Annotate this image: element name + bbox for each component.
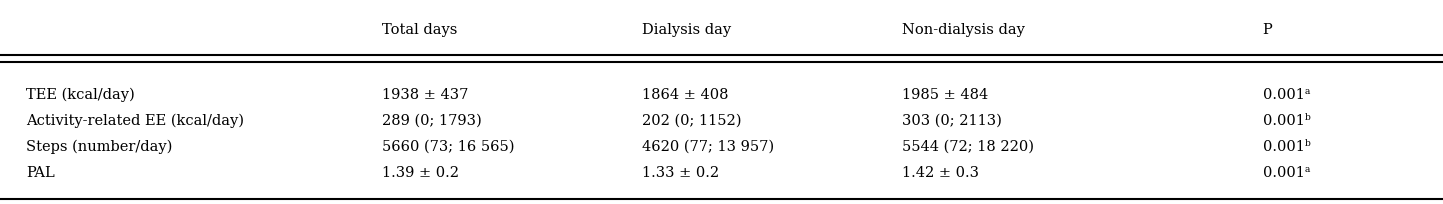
Text: Dialysis day: Dialysis day <box>642 23 732 37</box>
Text: Activity-related EE (kcal/day): Activity-related EE (kcal/day) <box>26 114 244 128</box>
Text: 0.001ᵃ: 0.001ᵃ <box>1263 166 1310 180</box>
Text: 303 (0; 2113): 303 (0; 2113) <box>902 114 1001 128</box>
Text: 1985 ± 484: 1985 ± 484 <box>902 88 988 102</box>
Text: 0.001ᵇ: 0.001ᵇ <box>1263 140 1310 154</box>
Text: PAL: PAL <box>26 166 55 180</box>
Text: 1864 ± 408: 1864 ± 408 <box>642 88 729 102</box>
Text: 1.39 ± 0.2: 1.39 ± 0.2 <box>382 166 459 180</box>
Text: 5660 (73; 16 565): 5660 (73; 16 565) <box>382 140 515 154</box>
Text: 289 (0; 1793): 289 (0; 1793) <box>382 114 482 128</box>
Text: 0.001ᵇ: 0.001ᵇ <box>1263 114 1310 128</box>
Text: P: P <box>1263 23 1273 37</box>
Text: 202 (0; 1152): 202 (0; 1152) <box>642 114 742 128</box>
Text: Total days: Total days <box>382 23 457 37</box>
Text: 4620 (77; 13 957): 4620 (77; 13 957) <box>642 140 775 154</box>
Text: Non-dialysis day: Non-dialysis day <box>902 23 1025 37</box>
Text: 1.33 ± 0.2: 1.33 ± 0.2 <box>642 166 719 180</box>
Text: 5544 (72; 18 220): 5544 (72; 18 220) <box>902 140 1033 154</box>
Text: TEE (kcal/day): TEE (kcal/day) <box>26 88 134 102</box>
Text: 1938 ± 437: 1938 ± 437 <box>382 88 469 102</box>
Text: 0.001ᵃ: 0.001ᵃ <box>1263 88 1310 102</box>
Text: Steps (number/day): Steps (number/day) <box>26 140 172 154</box>
Text: 1.42 ± 0.3: 1.42 ± 0.3 <box>902 166 978 180</box>
